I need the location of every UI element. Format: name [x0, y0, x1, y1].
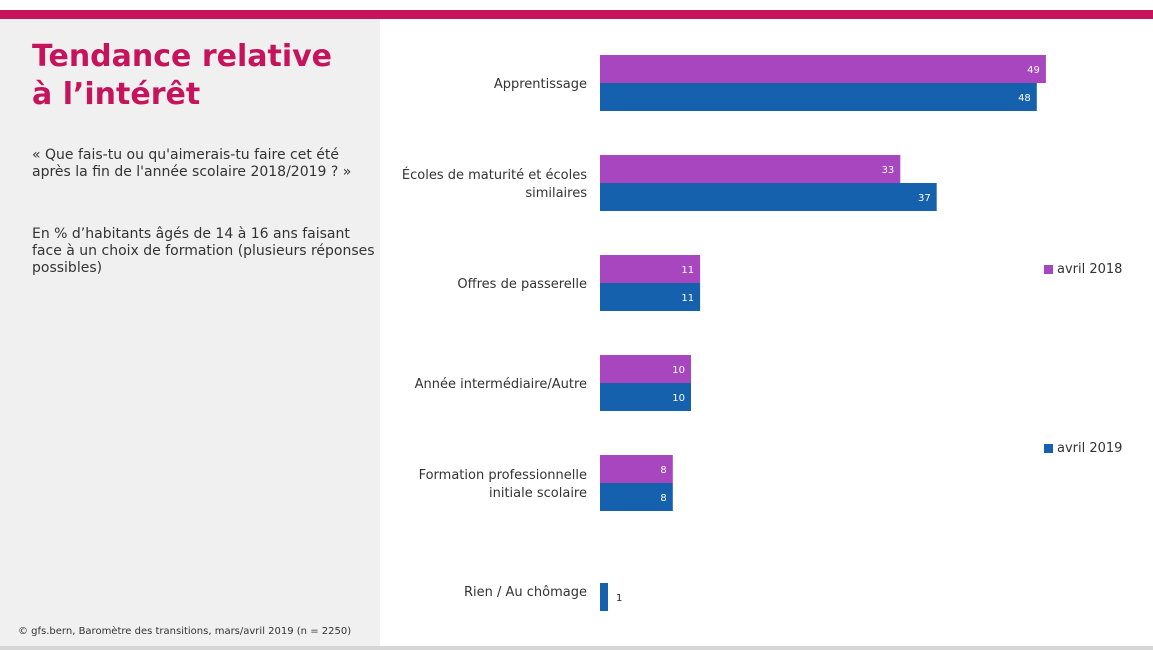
source-note: © gfs.bern, Baromètre des transitions, m… [18, 626, 352, 637]
bar [600, 483, 673, 511]
survey-question: « Que fais-tu ou qu'aimerais-tu faire ce… [32, 147, 352, 180]
bar [600, 583, 608, 611]
legend-item-2019: avril 2019 [1044, 441, 1122, 456]
data-label: 48 [1018, 93, 1031, 104]
bar [600, 355, 691, 383]
legend-swatch-2019 [1044, 444, 1053, 453]
bar [600, 83, 1037, 111]
bar-group: Année intermédiaire/Autre 10 10 [415, 355, 691, 411]
data-label: 1 [616, 593, 622, 604]
bar [600, 455, 673, 483]
bar-group: Écoles de maturité et écoles similaires 33… [402, 155, 937, 211]
bar [600, 183, 937, 211]
bar-group: Offres de passerelle 11 11 [457, 255, 701, 311]
top-stripe [0, 0, 1153, 10]
bar-group: Rien / Au chômage 1 [464, 583, 622, 611]
data-label: 11 [681, 265, 694, 276]
bar [600, 255, 701, 283]
category-label: Écoles de maturité et écoles similaires [402, 167, 587, 201]
data-label: 11 [681, 293, 694, 304]
data-label: 33 [882, 165, 895, 176]
legend-label-2019: avril 2019 [1057, 441, 1123, 456]
bar [600, 383, 691, 411]
data-label: 8 [660, 493, 666, 504]
data-label: 37 [918, 193, 931, 204]
page-title: Tendance relative à l’intérêt [32, 39, 333, 112]
bar-group: Apprentissage 49 48 [494, 55, 1046, 111]
category-label: Année intermédiaire/Autre [415, 377, 587, 392]
left-panel [0, 19, 380, 646]
bar-group: Formation professionnelle initiale scolai… [419, 455, 673, 511]
top-accent-bar [0, 10, 1153, 19]
bar [600, 55, 1046, 83]
bar [600, 155, 901, 183]
data-label: 10 [672, 393, 685, 404]
category-label: Formation professionnelle initiale scolai… [419, 468, 587, 501]
category-label: Offres de passerelle [457, 277, 587, 292]
data-label: 10 [672, 365, 685, 376]
legend-swatch-2018 [1044, 265, 1053, 274]
legend-item-2018: avril 2018 [1044, 262, 1122, 277]
category-label: Apprentissage [494, 77, 587, 92]
data-label: 8 [660, 465, 666, 476]
legend-label-2018: avril 2018 [1057, 262, 1123, 277]
bar [600, 283, 701, 311]
category-label: Rien / Au chômage [464, 585, 587, 600]
chart-note: En % d’habitants âgés de 14 à 16 ans fai… [32, 226, 375, 276]
data-label: 49 [1027, 65, 1040, 76]
bottom-bar [0, 646, 1153, 650]
